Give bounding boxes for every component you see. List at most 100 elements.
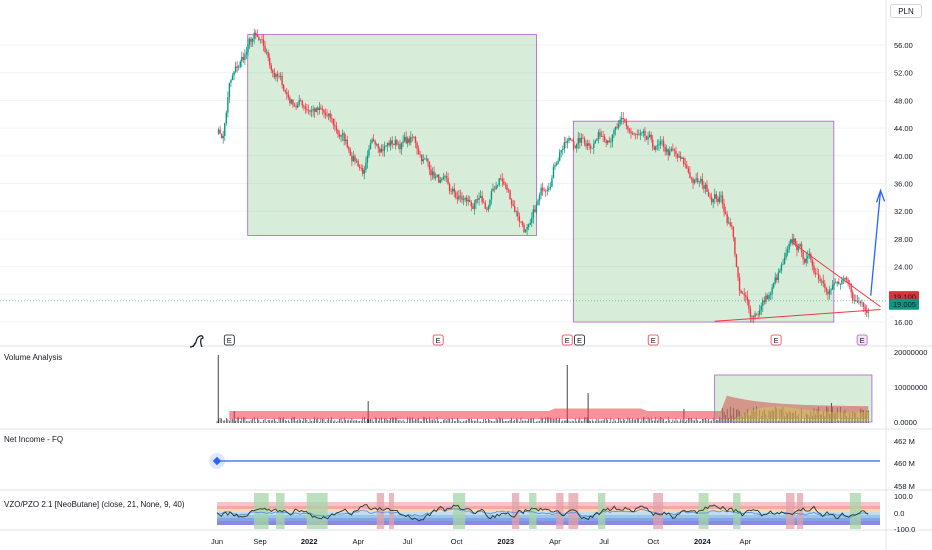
candle-body: [684, 164, 686, 165]
candle-body: [442, 176, 445, 179]
candle-body: [593, 143, 595, 149]
volume-highlight-zone[interactable]: [714, 374, 873, 423]
candle-body: [768, 295, 770, 300]
candle-body: [839, 284, 842, 285]
candle-body: [465, 197, 468, 202]
candle-body: [537, 200, 539, 205]
candle-body: [363, 169, 366, 174]
candle-body: [776, 277, 778, 281]
candle-body: [298, 100, 300, 105]
candle-body: [518, 216, 521, 222]
candle-body: [599, 132, 601, 137]
x-axis-label: Apr: [740, 537, 752, 546]
candle-body: [576, 143, 578, 149]
candle-body: [700, 178, 702, 182]
projection-arrow[interactable]: [870, 190, 882, 296]
candle-body: [827, 291, 829, 295]
candle-body: [287, 94, 290, 98]
candle-body: [532, 209, 535, 218]
candle-body: [523, 224, 525, 233]
candle-body: [817, 274, 820, 280]
earnings-marker[interactable]: [223, 334, 235, 346]
candle-body: [323, 110, 325, 113]
candle-body: [662, 140, 665, 148]
candle-body: [746, 296, 749, 301]
candle-body: [453, 188, 455, 193]
candle-body: [687, 168, 690, 173]
candle-body: [589, 145, 592, 149]
candle-body: [318, 107, 321, 110]
candle-body: [509, 190, 511, 200]
candle-body: [459, 195, 462, 197]
candle-body: [500, 178, 502, 180]
y-tick-label: 36.00: [894, 180, 913, 189]
earnings-marker-label: E: [774, 336, 779, 345]
candle-body: [703, 185, 705, 189]
earnings-marker[interactable]: [432, 334, 444, 346]
candle-body: [253, 32, 255, 39]
oscillator-signal-strip: [306, 493, 328, 529]
oscillator-signal-strip: [253, 493, 269, 529]
candle-body: [371, 139, 373, 144]
candle-body: [484, 202, 486, 209]
candle-body: [411, 137, 414, 138]
candle-body: [554, 165, 556, 167]
candle-body: [233, 71, 235, 76]
candle-body: [861, 302, 863, 304]
y-tick-label: 16.00: [894, 318, 913, 327]
candle-body: [639, 133, 642, 135]
candle-body: [588, 143, 590, 146]
earnings-marker[interactable]: [770, 334, 782, 346]
candle-body: [493, 188, 496, 190]
candle-body: [642, 130, 645, 133]
candle-body: [472, 206, 474, 209]
candle-body: [864, 306, 866, 311]
candle-body: [715, 194, 717, 199]
candle-body: [250, 39, 252, 42]
candle-body: [638, 134, 640, 136]
candle-body: [665, 149, 668, 152]
candle-body: [718, 196, 721, 202]
candle-body: [771, 287, 773, 294]
candle-body: [841, 280, 843, 285]
resistance-trendline[interactable]: [791, 241, 881, 308]
candle-body: [419, 153, 421, 155]
candle-body: [289, 97, 291, 104]
candle-body: [388, 142, 390, 146]
candle-body: [856, 301, 859, 303]
x-axis-label: Oct: [647, 537, 660, 546]
earnings-marker[interactable]: [647, 334, 659, 346]
candle-body: [383, 146, 386, 151]
candle-body: [481, 195, 483, 203]
oscillator-zone-band: [217, 518, 880, 521]
candle-body: [270, 65, 272, 71]
earnings-marker[interactable]: [561, 334, 573, 346]
candle-body: [749, 308, 752, 317]
y-tick-label: 24.00: [894, 263, 913, 272]
candle-body: [788, 243, 790, 250]
candle-body: [549, 186, 552, 189]
highlight-zone[interactable]: [247, 34, 537, 236]
currency-badge[interactable]: PLN: [890, 4, 922, 18]
candle-body: [779, 270, 781, 273]
candle-body: [360, 167, 362, 169]
candle-body: [265, 51, 268, 53]
candle-body: [591, 148, 593, 149]
support-trendline[interactable]: [714, 309, 881, 322]
net-income-point[interactable]: [212, 456, 222, 466]
candle-body: [754, 313, 756, 318]
candle-body: [625, 121, 628, 127]
highlight-zone[interactable]: [572, 120, 835, 323]
earnings-marker[interactable]: [574, 334, 585, 346]
earnings-marker[interactable]: [856, 334, 868, 346]
candle-body: [236, 66, 238, 68]
candle-body: [797, 246, 800, 251]
candle-body: [355, 160, 358, 162]
candle-body: [455, 192, 457, 198]
candle-body: [704, 184, 707, 189]
candle-body: [227, 97, 229, 113]
x-axis-label: 2023: [497, 537, 514, 546]
candle-body: [602, 136, 604, 137]
candle-body: [422, 159, 424, 162]
